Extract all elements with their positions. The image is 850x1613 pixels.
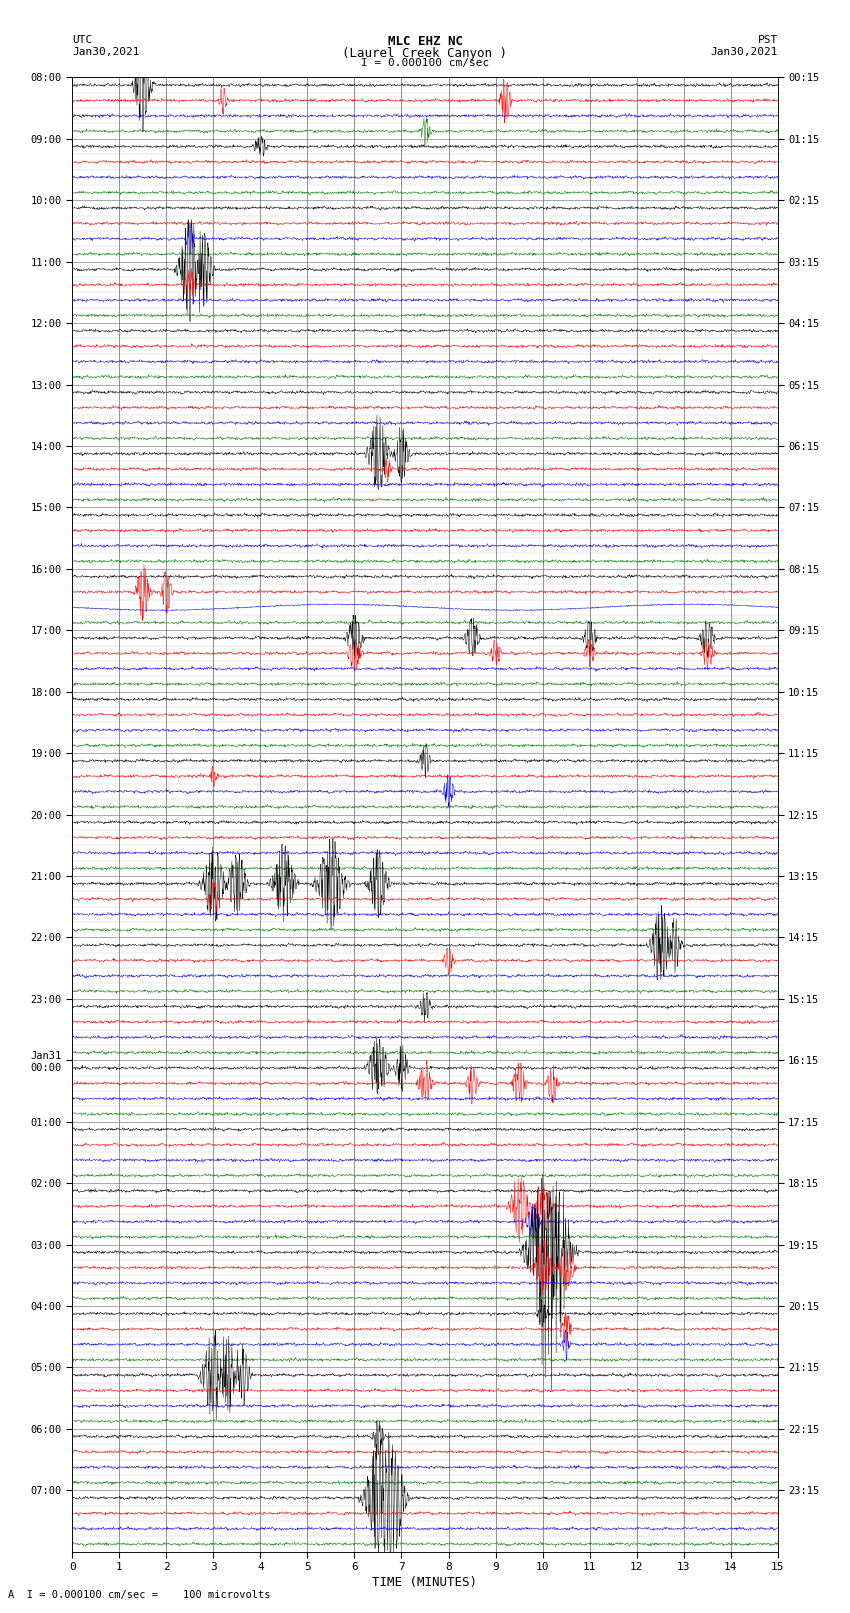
Text: UTC: UTC [72, 35, 93, 45]
Text: A  I = 0.000100 cm/sec =    100 microvolts: A I = 0.000100 cm/sec = 100 microvolts [8, 1590, 271, 1600]
Text: I = 0.000100 cm/sec: I = 0.000100 cm/sec [361, 58, 489, 68]
X-axis label: TIME (MINUTES): TIME (MINUTES) [372, 1576, 478, 1589]
Text: PST: PST [757, 35, 778, 45]
Text: Jan30,2021: Jan30,2021 [72, 47, 139, 56]
Text: Jan30,2021: Jan30,2021 [711, 47, 778, 56]
Text: (Laurel Creek Canyon ): (Laurel Creek Canyon ) [343, 47, 507, 60]
Text: MLC EHZ NC: MLC EHZ NC [388, 35, 462, 48]
